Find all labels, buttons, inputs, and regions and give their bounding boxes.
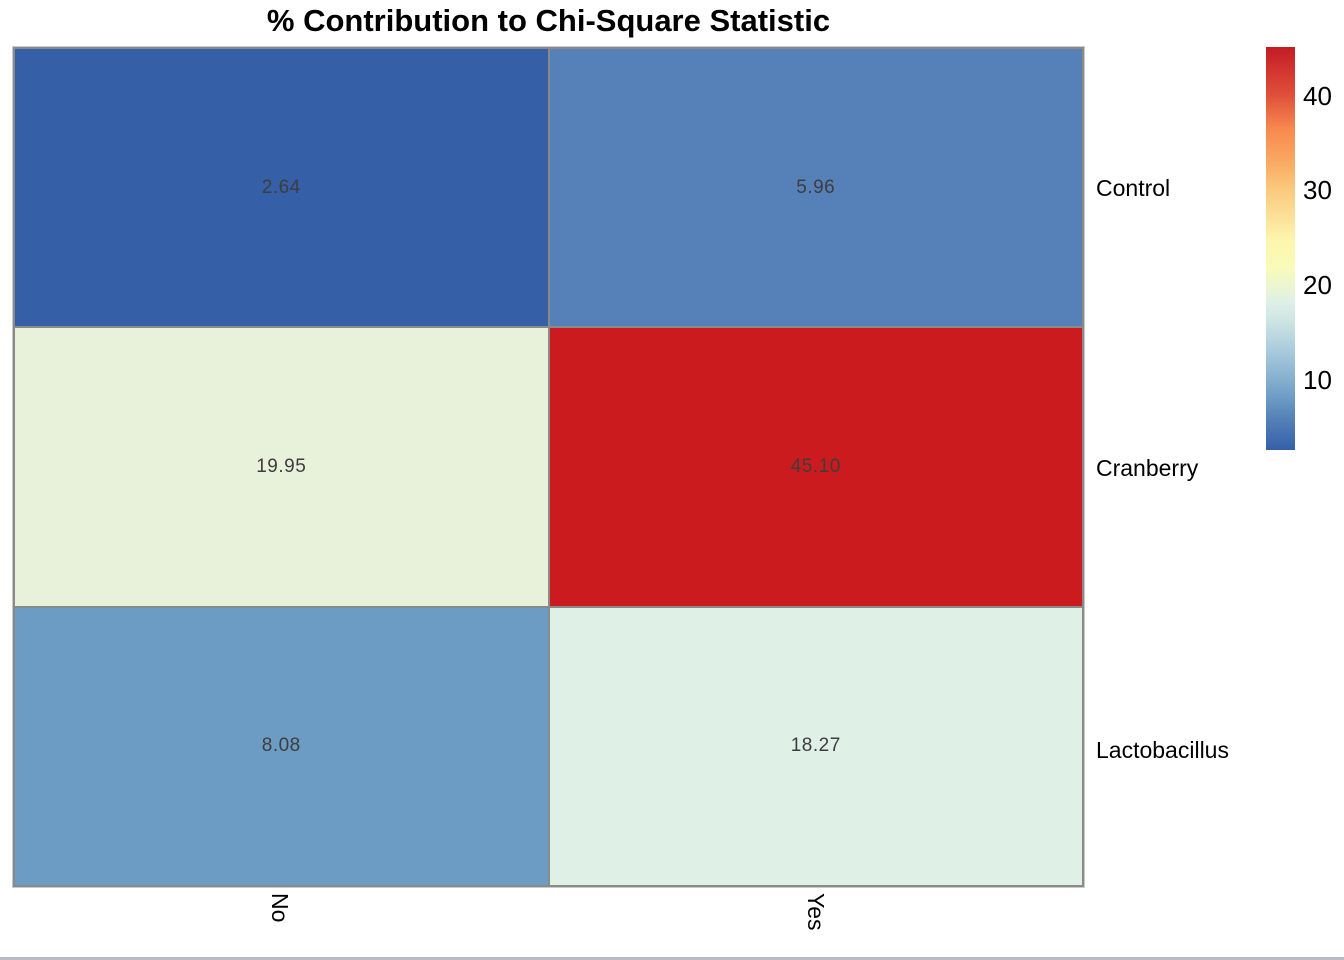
cell-value: 8.08 bbox=[261, 735, 301, 757]
cell-value: 19.95 bbox=[256, 455, 307, 477]
heatmap-cell-lactobacillus-no: 8.08 bbox=[15, 607, 548, 885]
window-bottom-edge bbox=[0, 957, 1344, 960]
chart-title: % Contribution to Chi-Square Statistic bbox=[266, 3, 831, 38]
heatmap-cell-control-yes: 5.96 bbox=[549, 49, 1082, 327]
heatmap-grid: 2.64 5.96 19.95 45.10 8.08 18.27 bbox=[12, 46, 1085, 888]
colorbar-gradient bbox=[1266, 47, 1295, 450]
cell-value: 2.64 bbox=[261, 176, 301, 198]
row-label-control: Control bbox=[1096, 175, 1171, 201]
cell-value: 18.27 bbox=[790, 735, 841, 757]
heatmap-cell-cranberry-no: 19.95 bbox=[15, 328, 548, 606]
colorbar-tick-20: 20 bbox=[1303, 270, 1332, 300]
colorbar-tick-40: 40 bbox=[1303, 81, 1332, 111]
heatmap-cell-lactobacillus-yes: 18.27 bbox=[549, 607, 1082, 885]
cell-value: 45.10 bbox=[790, 455, 841, 477]
row-label-cranberry: Cranberry bbox=[1096, 455, 1199, 481]
heatmap-cell-control-no: 2.64 bbox=[15, 49, 548, 327]
colorbar-tick-30: 30 bbox=[1303, 175, 1332, 205]
heatmap-cell-cranberry-yes: 45.10 bbox=[549, 328, 1082, 606]
column-label-yes: Yes bbox=[803, 893, 829, 931]
row-label-lactobacillus: Lactobacillus bbox=[1096, 737, 1229, 763]
cell-value: 5.96 bbox=[796, 176, 836, 198]
column-label-no: No bbox=[267, 893, 293, 923]
colorbar-tick-10: 10 bbox=[1303, 365, 1332, 395]
